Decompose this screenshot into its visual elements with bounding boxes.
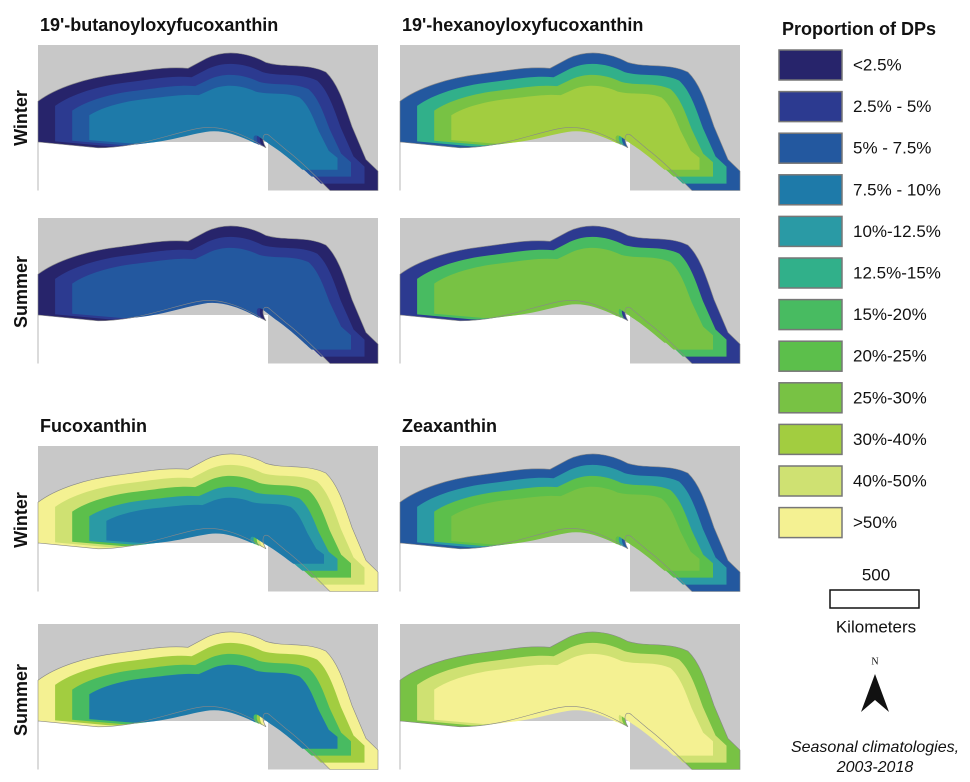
- legend-swatch: [779, 92, 842, 122]
- legend-swatch: [779, 50, 842, 80]
- row-label: Summer: [11, 256, 31, 328]
- legend-swatch: [779, 341, 842, 371]
- legend-swatch: [779, 216, 842, 246]
- map-panel: [400, 218, 740, 365]
- no-data: [400, 543, 630, 593]
- no-data: [38, 315, 268, 365]
- no-data: [38, 142, 268, 192]
- legend-swatch: [779, 466, 842, 496]
- caption: Seasonal climatologies,: [791, 739, 959, 756]
- legend-label: 15%-20%: [853, 305, 927, 324]
- no-data: [400, 721, 630, 771]
- legend-swatch: [779, 508, 842, 538]
- panel-title: Fucoxanthin: [40, 416, 147, 436]
- no-data: [38, 721, 268, 771]
- map-panel: [400, 45, 740, 192]
- legend-swatch: [779, 175, 842, 205]
- scale-distance: 500: [862, 565, 890, 584]
- legend-label: 12.5%-15%: [853, 263, 941, 282]
- legend-title: Proportion of DPs: [782, 19, 936, 39]
- panel-title: 19'-hexanoyloxyfucoxanthin: [402, 15, 643, 35]
- legend-label: <2.5%: [853, 55, 902, 74]
- scale-unit: Kilometers: [836, 617, 916, 636]
- figure: 19'-butanoyloxyfucoxanthin 19'-hexanoylo…: [0, 0, 970, 782]
- legend-swatch: [779, 424, 842, 454]
- panel-title: 19'-butanoyloxyfucoxanthin: [40, 15, 278, 35]
- no-data: [400, 315, 630, 365]
- map-panel: [400, 624, 740, 771]
- panel-title: Zeaxanthin: [402, 416, 497, 436]
- row-label: Winter: [11, 492, 31, 548]
- caption: 2003-2018: [836, 759, 914, 776]
- legend-swatch: [779, 133, 842, 163]
- map-panel: [400, 446, 740, 593]
- legend-label: 25%-30%: [853, 388, 927, 407]
- legend-label: 5% - 7.5%: [853, 139, 931, 158]
- legend-swatch: [779, 383, 842, 413]
- legend-label: 20%-25%: [853, 347, 927, 366]
- map-panel: [38, 45, 378, 192]
- row-label: Summer: [11, 664, 31, 736]
- map-panel: [38, 218, 378, 365]
- north-label: N: [871, 656, 878, 667]
- no-data: [38, 543, 268, 593]
- scale-bar: [830, 590, 919, 608]
- map-panel: [38, 446, 378, 593]
- legend-label: 2.5% - 5%: [853, 97, 931, 116]
- no-data: [400, 142, 630, 192]
- legend-swatch: [779, 258, 842, 288]
- legend-label: 30%-40%: [853, 430, 927, 449]
- legend-swatch: [779, 300, 842, 330]
- legend-label: 7.5% - 10%: [853, 180, 941, 199]
- legend-label: >50%: [853, 513, 897, 532]
- legend-label: 10%-12.5%: [853, 222, 941, 241]
- legend-label: 40%-50%: [853, 471, 927, 490]
- row-label: Winter: [11, 90, 31, 146]
- map-panel: [38, 624, 378, 771]
